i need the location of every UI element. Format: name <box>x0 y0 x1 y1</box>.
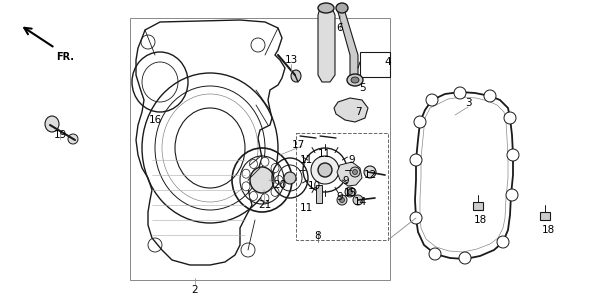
Ellipse shape <box>414 116 426 128</box>
Text: 5: 5 <box>359 83 365 93</box>
Text: FR.: FR. <box>56 52 74 62</box>
Text: 13: 13 <box>284 55 297 65</box>
Ellipse shape <box>345 187 355 197</box>
Bar <box>316 185 322 203</box>
Polygon shape <box>334 98 368 122</box>
Text: 18: 18 <box>542 225 555 235</box>
Ellipse shape <box>353 195 363 205</box>
Ellipse shape <box>318 163 332 177</box>
Text: 9: 9 <box>343 176 349 186</box>
Text: 11: 11 <box>317 149 330 159</box>
Ellipse shape <box>484 90 496 102</box>
Ellipse shape <box>339 197 345 203</box>
Ellipse shape <box>311 156 339 184</box>
Polygon shape <box>337 162 362 186</box>
Ellipse shape <box>250 167 274 193</box>
Polygon shape <box>318 8 335 82</box>
Text: 8: 8 <box>314 231 322 241</box>
Text: 19: 19 <box>53 130 67 140</box>
Ellipse shape <box>284 172 296 184</box>
Ellipse shape <box>507 149 519 161</box>
Ellipse shape <box>250 160 257 169</box>
Ellipse shape <box>364 166 376 178</box>
Text: 6: 6 <box>337 23 343 33</box>
Ellipse shape <box>45 116 59 132</box>
Bar <box>540 212 550 220</box>
Ellipse shape <box>497 236 509 248</box>
Ellipse shape <box>426 94 438 106</box>
Text: 11: 11 <box>299 155 313 165</box>
Text: 7: 7 <box>355 107 361 117</box>
Ellipse shape <box>410 212 422 224</box>
Ellipse shape <box>350 167 360 177</box>
Ellipse shape <box>271 188 279 196</box>
Text: 4: 4 <box>385 57 391 67</box>
Bar <box>130 18 390 280</box>
Text: 14: 14 <box>353 197 366 207</box>
Ellipse shape <box>242 169 250 178</box>
Ellipse shape <box>275 175 283 185</box>
Text: 15: 15 <box>343 188 356 198</box>
Ellipse shape <box>504 112 516 124</box>
Ellipse shape <box>271 164 279 172</box>
Text: 18: 18 <box>473 215 487 225</box>
Ellipse shape <box>348 190 352 194</box>
Ellipse shape <box>506 189 518 201</box>
Ellipse shape <box>337 195 347 205</box>
Text: 2: 2 <box>192 285 198 295</box>
Bar <box>296 133 388 240</box>
Text: 11: 11 <box>299 203 313 213</box>
Ellipse shape <box>352 169 358 175</box>
Ellipse shape <box>410 154 422 166</box>
Ellipse shape <box>242 182 250 191</box>
Ellipse shape <box>68 134 78 144</box>
Text: 10: 10 <box>307 181 320 191</box>
Text: 17: 17 <box>291 140 304 150</box>
Ellipse shape <box>318 3 334 13</box>
Bar <box>473 202 483 210</box>
Text: 16: 16 <box>148 115 162 125</box>
Ellipse shape <box>336 3 348 13</box>
Ellipse shape <box>291 70 301 82</box>
Text: 9: 9 <box>349 155 355 165</box>
Text: 20: 20 <box>273 180 287 190</box>
Text: 21: 21 <box>258 200 271 210</box>
Ellipse shape <box>351 77 359 83</box>
Text: 9: 9 <box>337 192 343 202</box>
Ellipse shape <box>261 194 269 203</box>
Ellipse shape <box>454 87 466 99</box>
Ellipse shape <box>347 74 363 86</box>
Polygon shape <box>338 8 358 82</box>
Ellipse shape <box>429 248 441 260</box>
Text: 12: 12 <box>363 170 376 180</box>
Ellipse shape <box>459 252 471 264</box>
Bar <box>360 52 390 77</box>
Text: 3: 3 <box>465 98 471 108</box>
Ellipse shape <box>250 191 257 200</box>
Ellipse shape <box>261 157 269 166</box>
